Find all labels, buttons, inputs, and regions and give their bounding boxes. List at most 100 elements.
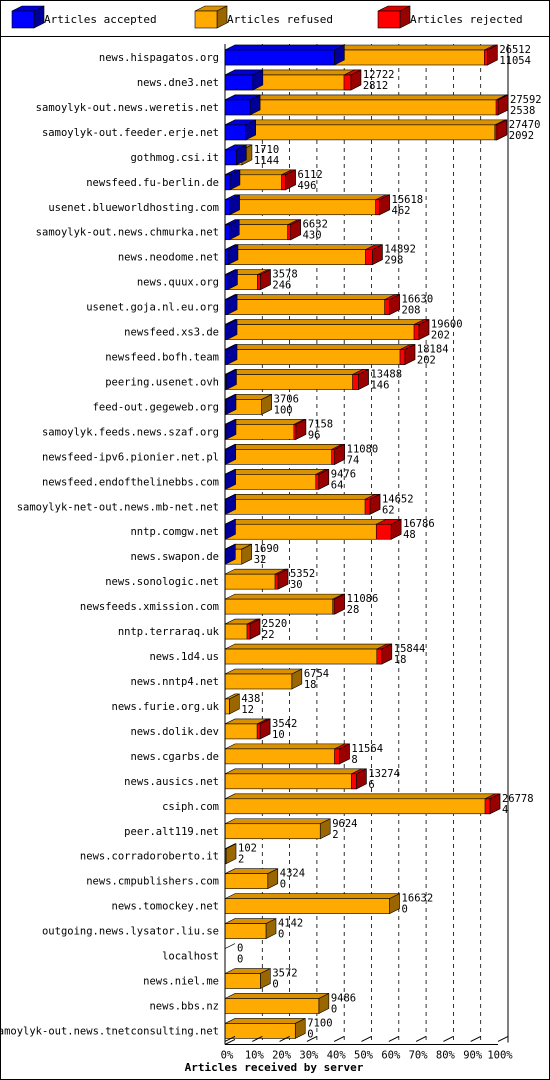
accepted-value-label: 2 [238,854,244,866]
offered-value-label: 3572 [272,968,297,980]
x-tick-mark [388,1035,400,1042]
bar-refused [224,194,390,216]
category-label: peer.alt119.net [124,826,219,838]
x-tick-label: 60% [381,1049,401,1061]
category-label: news.niel.me [143,976,219,988]
offered-value-label: 4324 [280,868,305,880]
accepted-value-label: 208 [402,305,421,317]
offered-value-label: 6112 [297,169,322,181]
bar-row [224,344,416,366]
offered-value-label: 16786 [403,518,435,530]
bar-rejected [274,568,289,590]
category-label: usenet.goja.nl.eu.org [86,302,219,314]
bar-rejected [375,194,390,216]
bar-row [224,518,402,540]
bar-refused [224,94,509,116]
legend-label: Articles refused [227,13,333,26]
offered-value-label: 11080 [347,443,379,455]
offered-value-label: 13274 [368,768,400,780]
legend-label: Articles rejected [410,13,523,26]
offered-value-label: 2520 [262,618,287,630]
bar-rejected [484,793,501,815]
bar-refused [224,518,402,540]
offered-value-label: 11086 [347,593,379,605]
accepted-value-label: 10 [272,729,285,741]
offered-value-label: 7158 [308,418,333,430]
x-tick-mark [470,1035,481,1042]
bar-refused [224,668,303,690]
bar-accepted [224,94,261,116]
offered-value-label: 26512 [499,44,531,56]
accepted-value-label: 22 [262,629,275,641]
legend-label: Articles accepted [44,13,157,26]
offered-value-label: 18184 [417,344,449,356]
bar-row [224,44,498,66]
category-label: newsfeed.endofthelinebbs.com [42,476,219,488]
bar-rejected [484,44,498,66]
offered-value-label: 9486 [331,992,356,1004]
x-tick-label: 100% [487,1049,513,1061]
category-label: samoylyk-out.news.tnetconsulting.net [0,1025,219,1037]
bar-rejected [376,643,393,665]
bar-rejected [384,294,400,316]
bar-row [224,1017,306,1039]
x-tick-label: 10% [245,1049,265,1061]
x-tick-label: 70% [409,1049,429,1061]
offered-value-label: 7100 [307,1017,332,1029]
bar-row [224,119,508,141]
category-label: news.bbs.nz [149,1000,219,1012]
x-axis-edge [224,1038,236,1045]
category-label: newsfeed.bofh.team [105,352,219,364]
legend: Articles accepted Articles refused Article… [11,5,523,29]
bar-rejected [352,368,369,390]
category-label: news.cgarbs.de [130,751,219,763]
bar-row [224,543,253,565]
offered-value-label: 27470 [509,119,541,131]
x-tick-label: 20% [272,1049,292,1061]
x-tick-label: 90% [463,1049,483,1061]
offered-value-label: 5352 [290,568,315,580]
bar-accepted [224,294,238,316]
x-tick-mark [333,1035,345,1042]
accepted-value-label: 1144 [254,155,279,167]
bar-rejected [332,593,345,615]
bar-rejected [287,219,301,241]
bar-row [224,843,237,865]
x-tick-label: 40% [327,1049,347,1061]
x-tick-label: 0% [221,1049,234,1061]
accepted-value-label: 0 [278,929,284,941]
bar-rejected [257,269,271,291]
accepted-value-label: 0 [331,1003,337,1015]
bar-row [224,718,271,740]
bar-row [224,443,345,465]
offered-value-label: 16632 [402,893,434,905]
accepted-value-label: 0 [307,1028,313,1040]
offered-value-label: 26778 [502,793,534,805]
bar-refused [224,1017,306,1039]
bar-refused [224,868,279,890]
category-label: nntp.comgw.net [130,526,219,538]
bar-empty-edge [224,943,236,949]
bar-accepted [224,319,238,341]
category-label: samoylyk-net-out.news.mb-net.net [17,501,219,513]
legend-swatch [194,5,228,29]
accepted-value-label: 246 [272,280,291,292]
category-label: nntp.terraraq.uk [118,626,220,638]
accepted-value-label: 0 [237,954,243,966]
x-tick-mark [361,1035,372,1042]
x-tick-label: 30% [299,1049,319,1061]
bar-refused [224,893,400,915]
bar-refused [224,368,369,390]
bar-row [224,918,277,940]
bar-row [224,693,240,715]
category-label: samoylyk.feeds.news.szaf.org [42,426,219,438]
bar-row [224,793,501,815]
bar-row [224,818,331,840]
bar-row [224,319,430,341]
category-label: usenet.blueworldhosting.com [48,202,219,214]
bar-accepted [224,269,238,291]
bar-accepted [224,244,239,266]
category-label: gothmog.csi.it [130,152,219,164]
accepted-value-label: 64 [331,479,344,491]
